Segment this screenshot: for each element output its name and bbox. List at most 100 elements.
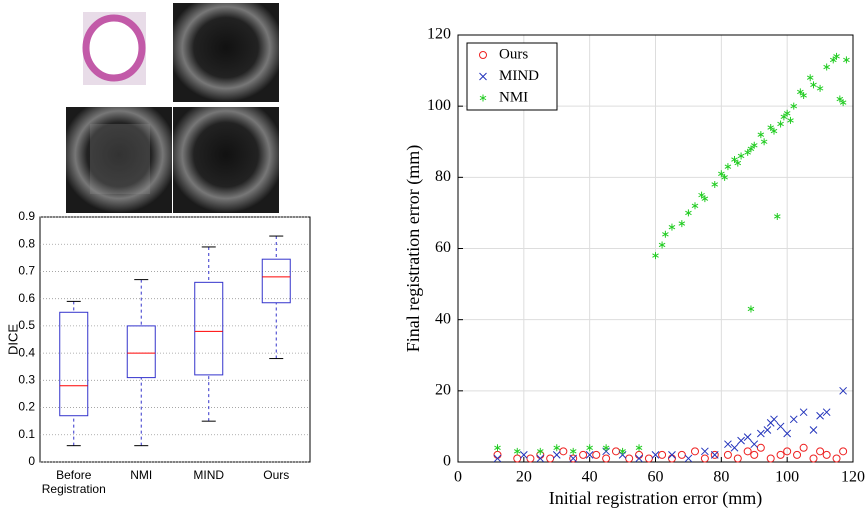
point <box>822 450 831 459</box>
point <box>783 429 792 438</box>
legend-label: MIND <box>499 68 539 84</box>
x-tick-label: 80 <box>713 469 729 486</box>
y-tick-label: 0.4 <box>18 345 35 359</box>
point <box>800 91 807 99</box>
point <box>569 447 577 455</box>
point <box>662 230 669 238</box>
point <box>776 450 785 459</box>
point <box>700 454 709 463</box>
x-tick-label: NMI <box>130 468 153 482</box>
point <box>553 444 561 452</box>
point <box>513 447 521 455</box>
point <box>701 447 709 456</box>
x-tick-label: 20 <box>516 469 532 486</box>
point <box>747 145 755 153</box>
legend-marker <box>479 94 487 102</box>
point <box>698 191 705 199</box>
point <box>710 451 719 459</box>
point <box>743 447 752 456</box>
point <box>770 127 778 135</box>
overlay-patch <box>90 124 150 194</box>
point <box>816 411 824 420</box>
point <box>585 451 594 459</box>
point <box>691 447 699 456</box>
point <box>724 440 732 449</box>
point <box>677 450 686 459</box>
point <box>839 99 847 107</box>
point <box>592 450 601 459</box>
point <box>843 56 850 64</box>
histology-ring <box>82 14 146 82</box>
point <box>619 447 626 455</box>
point <box>822 408 831 417</box>
point <box>625 454 634 463</box>
point <box>839 386 847 395</box>
point <box>668 451 676 459</box>
point <box>799 443 808 452</box>
point <box>579 450 588 459</box>
x-tick-label: Ours <box>263 468 290 482</box>
point <box>658 241 666 249</box>
y-tick-label: 0.8 <box>18 236 35 250</box>
point <box>829 56 837 64</box>
ultrasound-image <box>173 3 279 102</box>
point <box>546 454 555 463</box>
y-tick-label: 0.7 <box>18 264 35 278</box>
point <box>776 422 785 431</box>
point <box>787 116 794 124</box>
point <box>678 220 686 228</box>
point <box>816 84 824 92</box>
legend-label: NMI <box>499 89 528 105</box>
point <box>783 109 791 117</box>
y-tick-label: 40 <box>435 310 451 327</box>
point <box>667 454 676 463</box>
point <box>770 415 778 424</box>
plot-area <box>39 216 311 463</box>
point <box>760 138 768 146</box>
point <box>823 63 830 71</box>
overlay-image-1 <box>66 107 172 213</box>
x-tick-label: Before Registration <box>41 468 106 496</box>
point <box>552 451 561 459</box>
point <box>612 447 620 456</box>
point <box>526 454 535 463</box>
point <box>658 450 667 459</box>
point <box>635 450 644 459</box>
point <box>733 454 742 463</box>
x-tick-label: MIND <box>193 468 225 482</box>
y-tick-label: 0.2 <box>18 400 35 414</box>
point <box>494 444 501 452</box>
point <box>685 209 692 217</box>
point <box>536 447 544 455</box>
point <box>519 451 528 459</box>
point <box>763 426 772 434</box>
y-tick-label: 0 <box>28 454 35 468</box>
point <box>635 444 643 452</box>
point <box>780 113 788 121</box>
point <box>569 454 578 463</box>
point <box>783 447 792 456</box>
point <box>635 454 643 463</box>
point <box>832 454 841 463</box>
point <box>773 212 781 220</box>
point <box>777 120 784 128</box>
point <box>756 443 765 452</box>
point <box>730 443 739 452</box>
point <box>793 450 802 459</box>
y-tick-label: 0.9 <box>18 209 35 223</box>
point <box>723 450 732 459</box>
y-axis-label: DICE <box>5 324 20 355</box>
point <box>744 148 751 156</box>
point <box>839 447 848 456</box>
point <box>569 454 578 463</box>
x-tick-label: 40 <box>582 469 598 486</box>
point <box>757 131 765 139</box>
x-axis-label: Initial registration error (mm) <box>549 488 762 509</box>
y-tick-label: 0.1 <box>18 427 35 441</box>
point <box>559 447 568 456</box>
y-tick-label: 20 <box>435 382 451 399</box>
y-tick-label: 0.5 <box>18 318 35 332</box>
point <box>756 429 765 438</box>
point <box>701 195 709 203</box>
